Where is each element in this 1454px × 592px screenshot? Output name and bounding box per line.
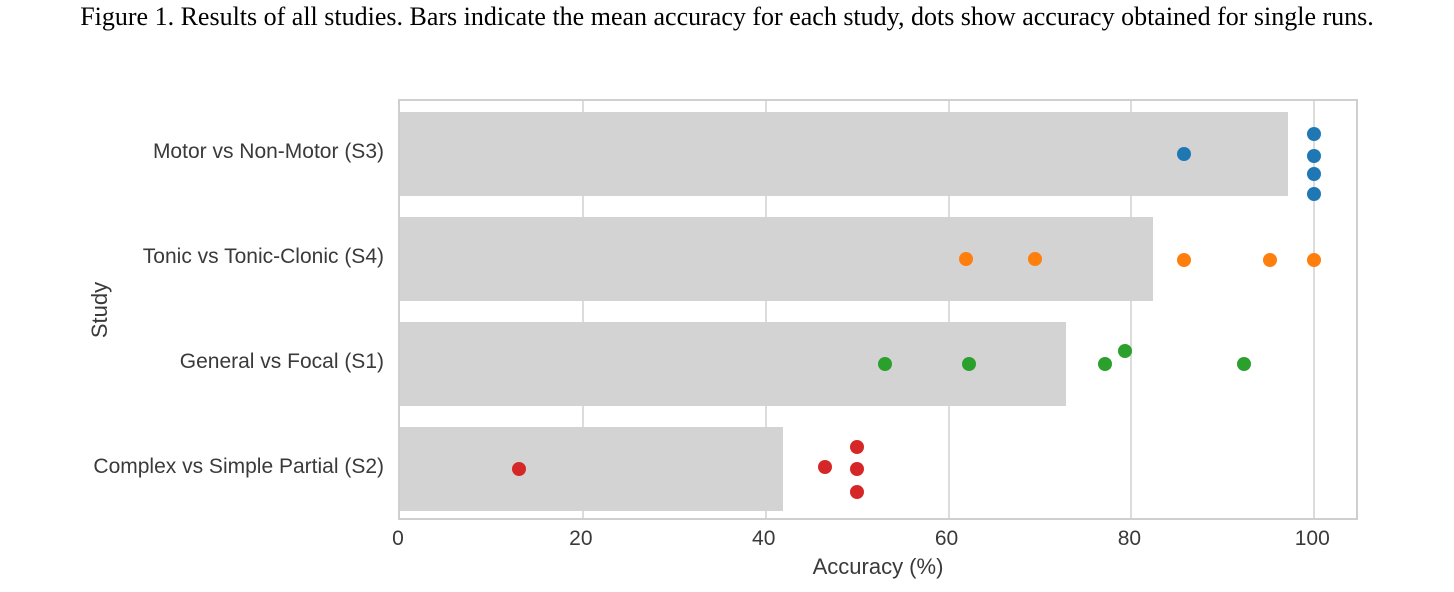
run-dot	[1307, 166, 1322, 181]
run-dot	[1027, 251, 1042, 266]
gridline-x-20	[581, 101, 584, 518]
x-tick-label-0: 0	[392, 527, 404, 550]
run-dot	[961, 357, 976, 372]
run-dot	[818, 460, 833, 475]
y-axis-title: Study	[87, 281, 112, 339]
gridline-x-40	[764, 101, 767, 518]
run-dot	[1307, 186, 1322, 201]
mean-bar	[400, 322, 1066, 407]
run-dot	[511, 462, 526, 477]
y-category-label: Motor vs Non-Motor (S3)	[152, 139, 384, 163]
gridline-x-60	[947, 101, 950, 518]
run-dot	[877, 357, 892, 372]
x-tick-label-100: 100	[1294, 527, 1330, 550]
x-axis-title: Accuracy (%)	[812, 554, 944, 579]
run-dot	[850, 485, 865, 500]
run-dot	[1097, 357, 1112, 372]
mean-bar	[400, 111, 1288, 196]
y-category-label: Tonic vs Tonic-Clonic (S4)	[142, 244, 384, 268]
gridline-x-100	[1313, 101, 1316, 518]
plot-area	[398, 99, 1358, 520]
run-dot	[1236, 357, 1251, 372]
figure-caption: Figure 1. Results of all studies. Bars i…	[80, 2, 1374, 31]
run-dot	[1176, 146, 1191, 161]
x-tick-label-80: 80	[1117, 527, 1142, 550]
run-dot	[1176, 252, 1191, 267]
y-category-label: General vs Focal (S1)	[179, 350, 384, 374]
gridline-x-80	[1130, 101, 1133, 518]
run-dot	[1263, 252, 1278, 267]
x-tick-label-40: 40	[752, 527, 776, 550]
run-dot	[1307, 126, 1322, 141]
run-dot	[850, 440, 865, 455]
run-dot	[1118, 344, 1133, 359]
x-tick-label-60: 60	[934, 527, 959, 550]
run-dot	[1307, 148, 1322, 163]
run-dot	[850, 462, 865, 477]
run-dot	[958, 251, 973, 266]
run-dot	[1307, 252, 1322, 267]
x-tick-label-20: 20	[569, 527, 593, 550]
mean-bar	[400, 427, 784, 512]
y-category-label: Complex vs Simple Partial (S2)	[93, 455, 384, 479]
